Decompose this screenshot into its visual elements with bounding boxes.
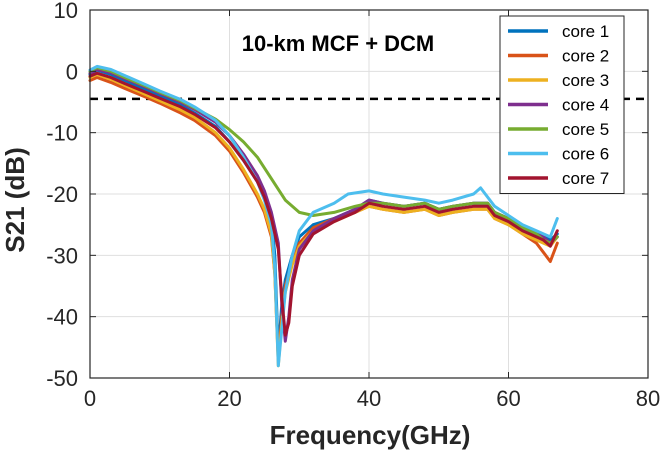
y-tick-label: -50: [46, 366, 78, 391]
y-tick-label: -40: [46, 305, 78, 330]
y-tick-label: -30: [46, 243, 78, 268]
legend-label-core-3: core 3: [562, 71, 609, 90]
x-tick-label: 60: [496, 386, 520, 411]
series-line-core-1: [88, 68, 559, 355]
legend-label-core-4: core 4: [562, 96, 609, 115]
chart-title: 10-km MCF + DCM: [242, 31, 435, 56]
series-lines: [88, 64, 559, 368]
legend-label-core-7: core 7: [562, 169, 609, 188]
y-tick-label: 0: [66, 59, 78, 84]
legend-label-core-5: core 5: [562, 120, 609, 139]
legend: core 1 core 2 core 3 core 4 core 5 core 6 core…: [499, 15, 625, 194]
y-tick-label: -20: [46, 182, 78, 207]
x-tick-label: 0: [84, 386, 96, 411]
x-axis-label: Frequency(GHz): [270, 420, 471, 450]
x-tick-label: 20: [217, 386, 241, 411]
series-line-core-6: [88, 64, 559, 368]
legend-label-core-1: core 1: [562, 22, 609, 41]
x-tick-label: 40: [357, 386, 381, 411]
legend-label-core-6: core 6: [562, 145, 609, 164]
axes: [89, 9, 649, 379]
series-line-core-2: [88, 76, 559, 362]
series-line-core-3: [88, 72, 559, 368]
legend-label-core-2: core 2: [562, 47, 609, 66]
x-tick-label: 80: [636, 386, 660, 411]
y-axis-label: S21 (dB): [0, 147, 30, 252]
y-tick-label: -10: [46, 121, 78, 146]
y-tick-label: 10: [54, 0, 78, 23]
series-line-core-7: [88, 71, 559, 337]
